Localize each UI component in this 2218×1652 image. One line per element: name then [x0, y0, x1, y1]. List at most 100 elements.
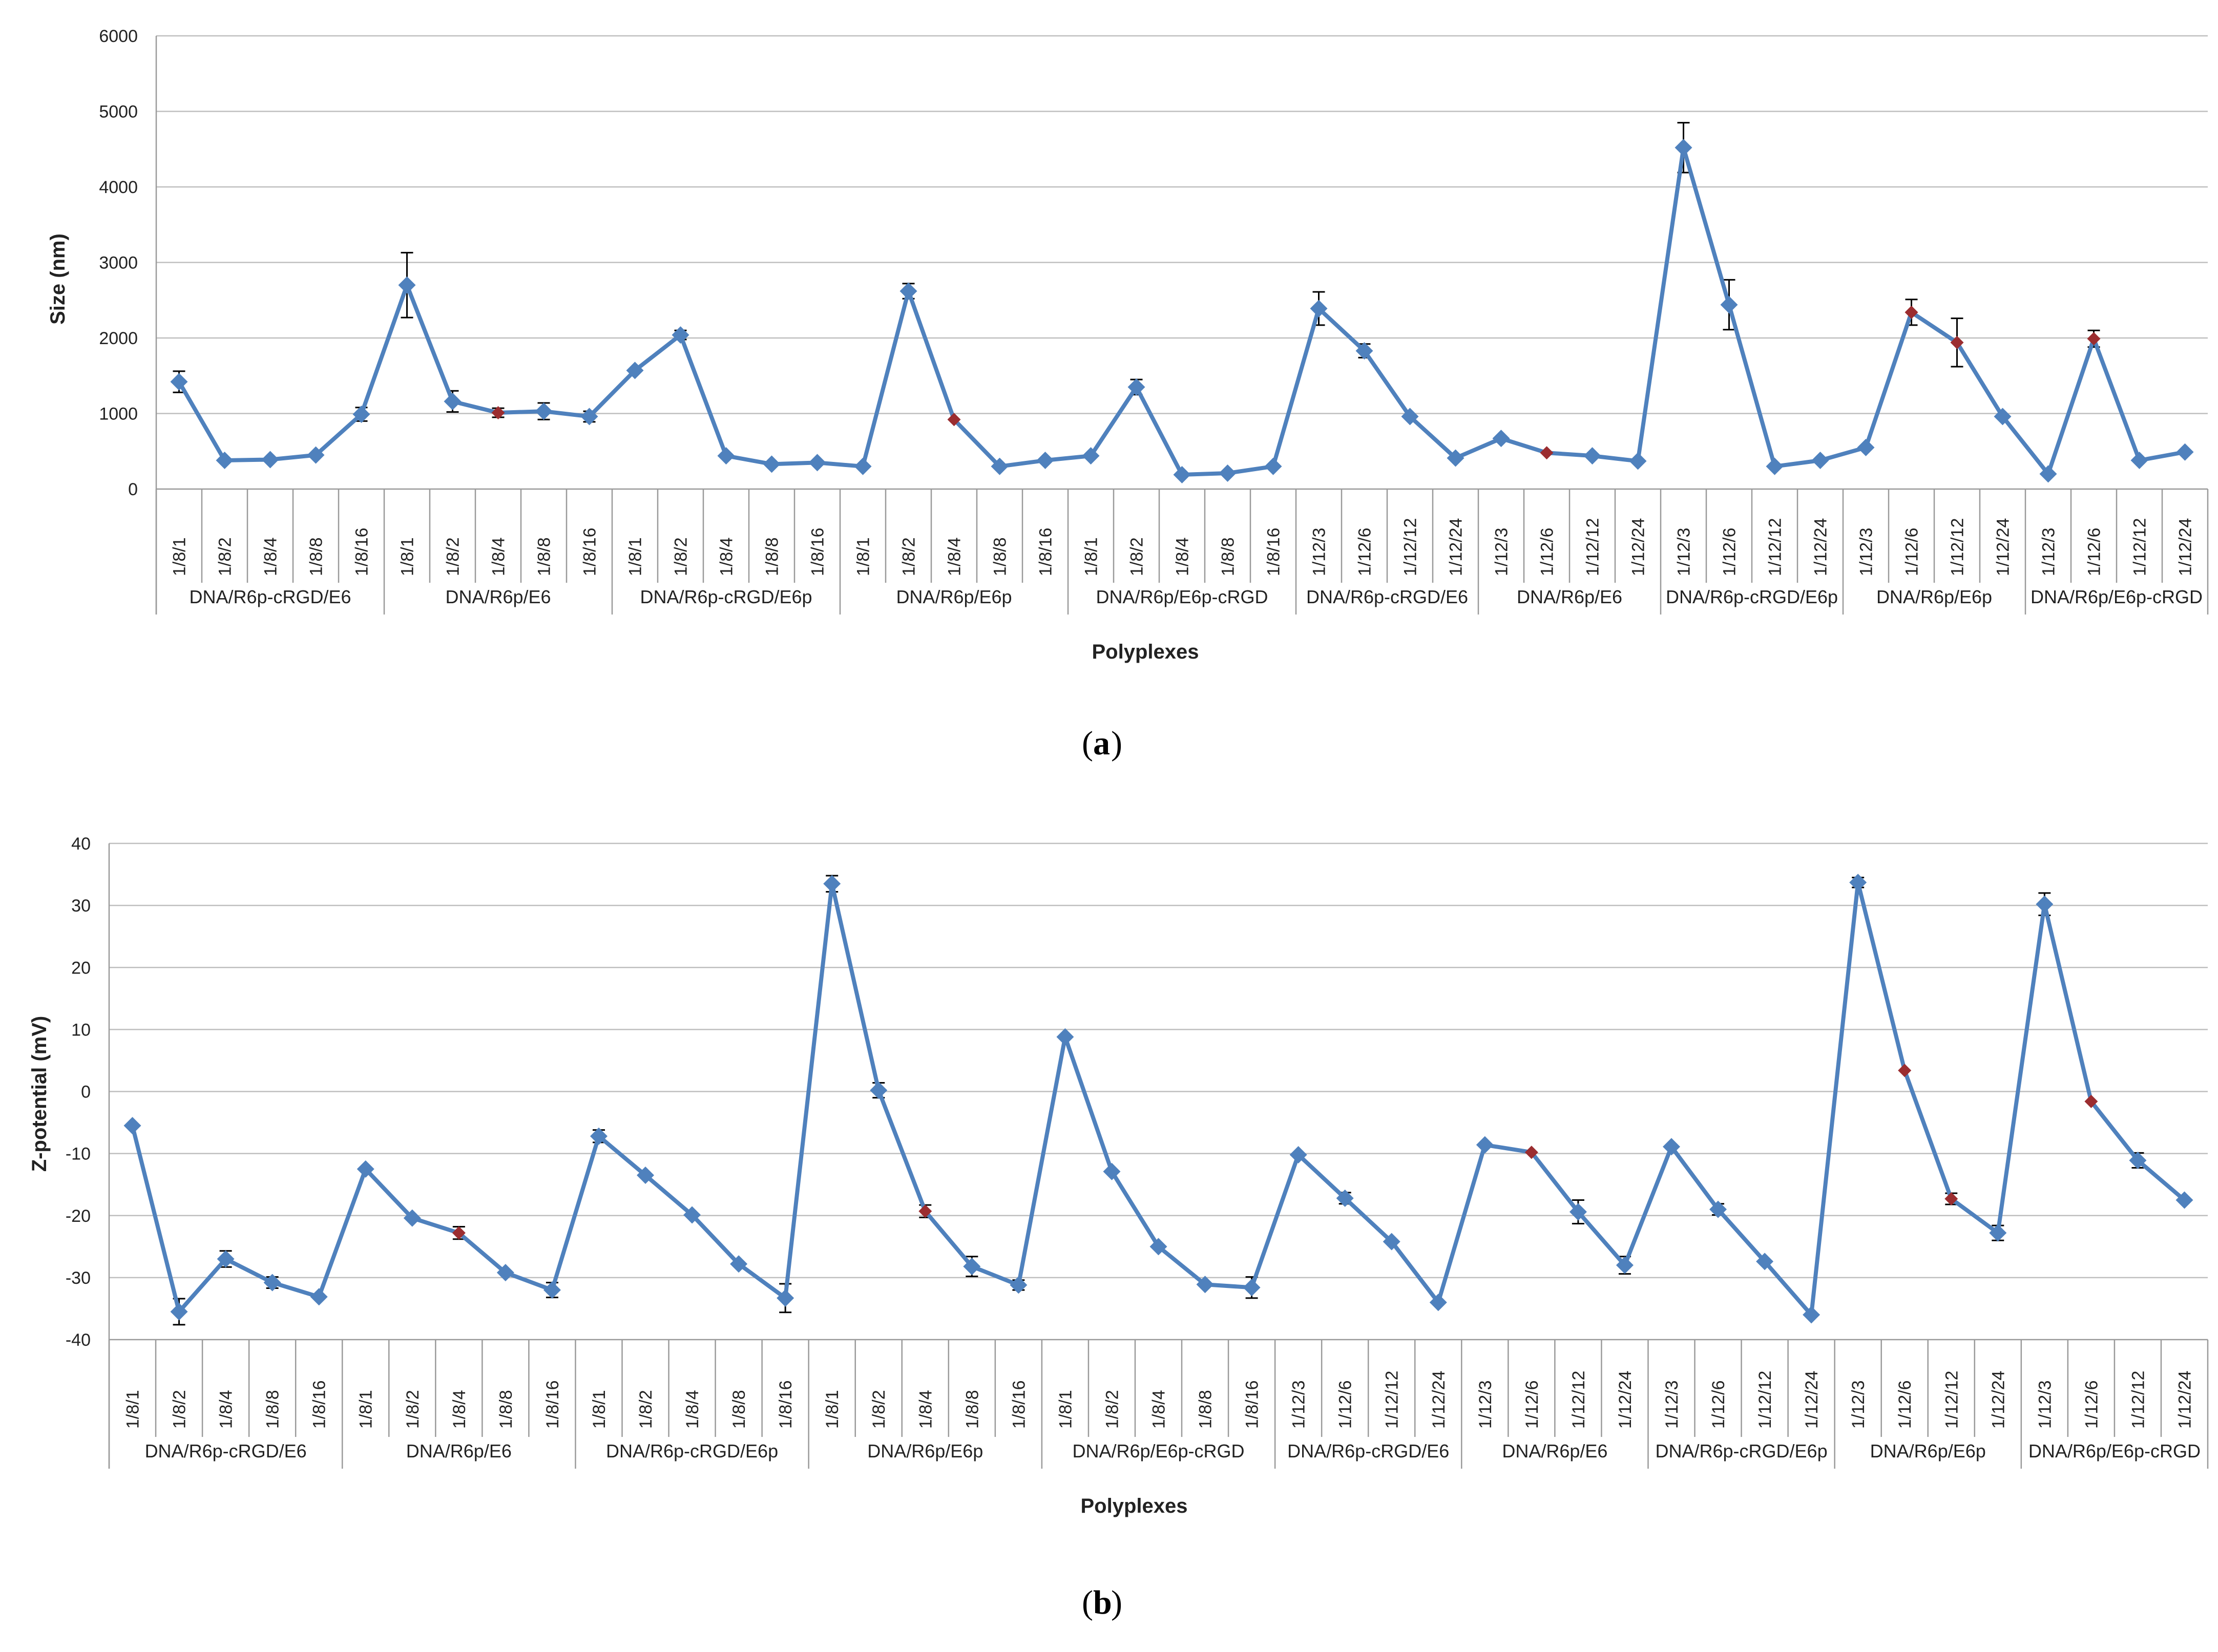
data-point: [590, 1127, 608, 1145]
data-point: [1103, 1162, 1121, 1180]
data-point: [899, 282, 917, 300]
data-point: [2039, 465, 2057, 483]
panel-letter-b: b: [1093, 1584, 1112, 1621]
data-point: [1756, 1253, 1774, 1270]
x-tick-label: 1/12/6: [1355, 527, 1375, 576]
x-tick-label: 1/8/16: [1243, 1380, 1262, 1429]
x-tick-label: 1/12/6: [2085, 527, 2104, 576]
x-tick-label: 1/8/4: [217, 1390, 236, 1429]
x-tick-label: 1/8/16: [1264, 527, 1284, 576]
x-tick-label: 1/12/3: [1310, 527, 1329, 576]
x-tick-label: 1/8/8: [962, 1390, 982, 1429]
x-tick-label: 1/12/3: [1289, 1380, 1309, 1429]
data-point: [403, 1209, 421, 1227]
x-tick-label: 1/8/16: [1009, 1380, 1029, 1429]
y-tick-labels-b: -40 -30 -20 -10 0 10 20 30 40: [66, 834, 91, 1350]
x-tick-label: 1/12/12: [1755, 1371, 1775, 1429]
x-tick-label: 1/12/3: [1662, 1380, 1682, 1429]
data-point: [1476, 1136, 1494, 1154]
x-tick-label: 1/8/2: [869, 1390, 889, 1429]
data-point: [2036, 895, 2054, 913]
x-tick-label: 1/12/24: [1629, 518, 1648, 576]
data-point: [398, 276, 416, 294]
data-point: [637, 1167, 655, 1184]
data-point: [1264, 457, 1282, 475]
data-point: [1127, 378, 1145, 396]
x-tick-label: 1/8/1: [590, 1390, 609, 1429]
x-tick-label: 1/8/2: [636, 1390, 656, 1429]
data-point: [1675, 139, 1692, 157]
data-point: [1905, 305, 1918, 319]
data-point: [870, 1082, 888, 1099]
group-label: DNA/R6p/E6p: [1876, 586, 1992, 607]
x-tick-label: 1/8/8: [496, 1390, 516, 1429]
data-point: [672, 326, 689, 344]
x-tick-label: 1/8/4: [717, 537, 737, 576]
data-point: [2087, 332, 2101, 346]
x-tick-label: 1/12/24: [1802, 1371, 1822, 1429]
group-label: DNA/R6p/E6p-cRGD: [1096, 586, 1268, 607]
group-label: DNA/R6p/E6: [445, 586, 551, 607]
x-tick-label: 1/12/24: [1994, 518, 2013, 576]
group-label: DNA/R6p/E6: [406, 1441, 512, 1462]
data-point: [947, 413, 961, 427]
data-point: [217, 1250, 235, 1268]
panel-letter-a: a: [1093, 725, 1110, 762]
data-point: [1849, 874, 1867, 892]
x-tick-label: 1/12/12: [1383, 1371, 1402, 1429]
x-tick-label: 1/12/24: [1989, 1371, 2008, 1429]
data-point: [1492, 430, 1510, 448]
x-tick-label: 1/8/2: [170, 1390, 190, 1429]
x-tick-label: 1/8/2: [216, 537, 235, 576]
data-point: [2130, 451, 2148, 469]
x-tick-label: 1/8/16: [310, 1380, 329, 1429]
x-tick-label: 1/8/1: [398, 537, 417, 576]
data-point: [580, 408, 598, 426]
data-point: [444, 392, 462, 410]
x-tick-label: 1/8/4: [261, 537, 281, 576]
data-point: [717, 447, 735, 465]
data-point: [1429, 1294, 1447, 1311]
data-point: [1383, 1233, 1400, 1251]
data-point: [1766, 457, 1784, 475]
data-point: [1803, 1306, 1821, 1324]
y-tick-label: -20: [66, 1206, 91, 1226]
group-labels-b: DNA/R6p-cRGD/E6 DNA/R6p/E6 DNA/R6p-cRGD/E6…: [145, 1441, 2201, 1462]
x-tick-label: 1/8/4: [1173, 537, 1192, 576]
group-label: DNA/R6p/E6: [1502, 1441, 1607, 1462]
x-tick-label: 1/8/2: [899, 537, 919, 576]
x-tick-label: 1/8/1: [854, 537, 873, 576]
error-bars-a: [173, 122, 2100, 423]
data-point: [2084, 1094, 2098, 1108]
data-point: [310, 1288, 328, 1306]
y-axis-title-a: Size (nm): [47, 234, 69, 325]
x-axis-title-b: Polyplexes: [1080, 1495, 1187, 1517]
data-point: [1898, 1064, 1912, 1077]
x-tick-label: 1/8/1: [123, 1390, 143, 1429]
x-tick-label: 1/8/2: [1127, 537, 1147, 576]
data-point: [263, 1274, 281, 1291]
data-point: [1944, 1192, 1958, 1206]
y-tick-label: 40: [71, 834, 91, 854]
x-tick-label: 1/12/6: [1538, 527, 1557, 576]
x-tick-label: 1/12/12: [1766, 518, 1785, 576]
data-point: [496, 1264, 514, 1282]
x-tick-label: 1/12/6: [1902, 527, 1922, 576]
data-point: [1989, 1224, 2007, 1242]
y-tick-label: 2000: [99, 329, 138, 348]
data-point: [2175, 1191, 2193, 1209]
group-label: DNA/R6p/E6: [1517, 586, 1622, 607]
data-point: [1082, 447, 1100, 465]
x-tick-label: 1/12/6: [1720, 527, 1740, 576]
data-point: [1540, 446, 1554, 460]
group-label: DNA/R6p/E6p-cRGD: [1072, 1441, 1244, 1462]
data-point: [2176, 443, 2194, 461]
x-tick-label: 1/8/1: [357, 1390, 376, 1429]
data-point: [854, 457, 872, 475]
data-point: [1289, 1146, 1307, 1164]
data-point: [991, 457, 1009, 475]
svg-text:): ): [1111, 1584, 1122, 1621]
x-tick-label: 1/12/12: [1569, 1371, 1588, 1429]
x-tick-label: 1/12/12: [2130, 518, 2150, 576]
x-tick-label: 1/12/3: [1849, 1380, 1868, 1429]
